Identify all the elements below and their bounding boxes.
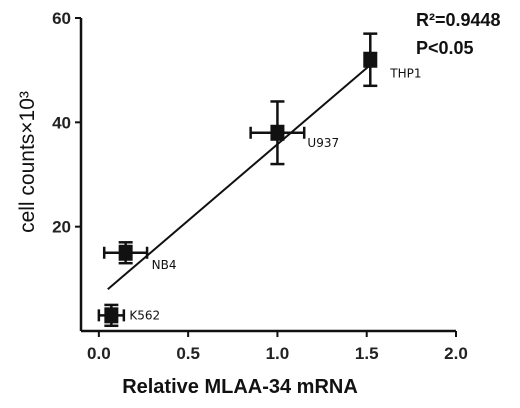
point-label: NB4 — [152, 258, 177, 272]
y-axis-ticks: 20 40 60 — [52, 9, 81, 237]
x-tick-label: 0.5 — [176, 344, 200, 363]
r-squared-label: R²=0.9448 — [416, 10, 501, 30]
point-label: U937 — [307, 136, 339, 150]
data-point-thp1: THP1 — [363, 32, 422, 88]
x-tick-label: 0.0 — [87, 344, 111, 363]
y-tick-label: 60 — [52, 9, 71, 28]
data-point-k562: K562 — [97, 303, 160, 328]
x-axis-ticks: 0.0 0.5 1.0 1.5 2.0 — [87, 331, 468, 363]
axes — [79, 18, 456, 333]
x-tick-label: 1.5 — [355, 344, 379, 363]
y-tick-label: 20 — [52, 218, 71, 237]
x-axis-title: Relative MLAA-34 mRNA — [122, 376, 358, 398]
data-point-nb4: NB4 — [102, 241, 177, 272]
y-axis-title: cell counts×10³ — [16, 91, 39, 233]
x-tick-label: 1.0 — [266, 344, 290, 363]
point-marker — [363, 51, 378, 68]
point-label: K562 — [129, 308, 160, 322]
p-value-label: P<0.05 — [416, 38, 474, 58]
point-label: THP1 — [389, 67, 421, 81]
x-tick-label: 2.0 — [444, 344, 468, 363]
regression-line — [107, 64, 371, 291]
point-marker — [270, 124, 285, 141]
data-point-u937: U937 — [249, 100, 339, 166]
point-marker — [104, 307, 119, 324]
point-marker — [118, 244, 133, 261]
data-points: K562 NB4 U937 THP1 — [97, 32, 422, 328]
y-tick-label: 40 — [52, 113, 71, 132]
